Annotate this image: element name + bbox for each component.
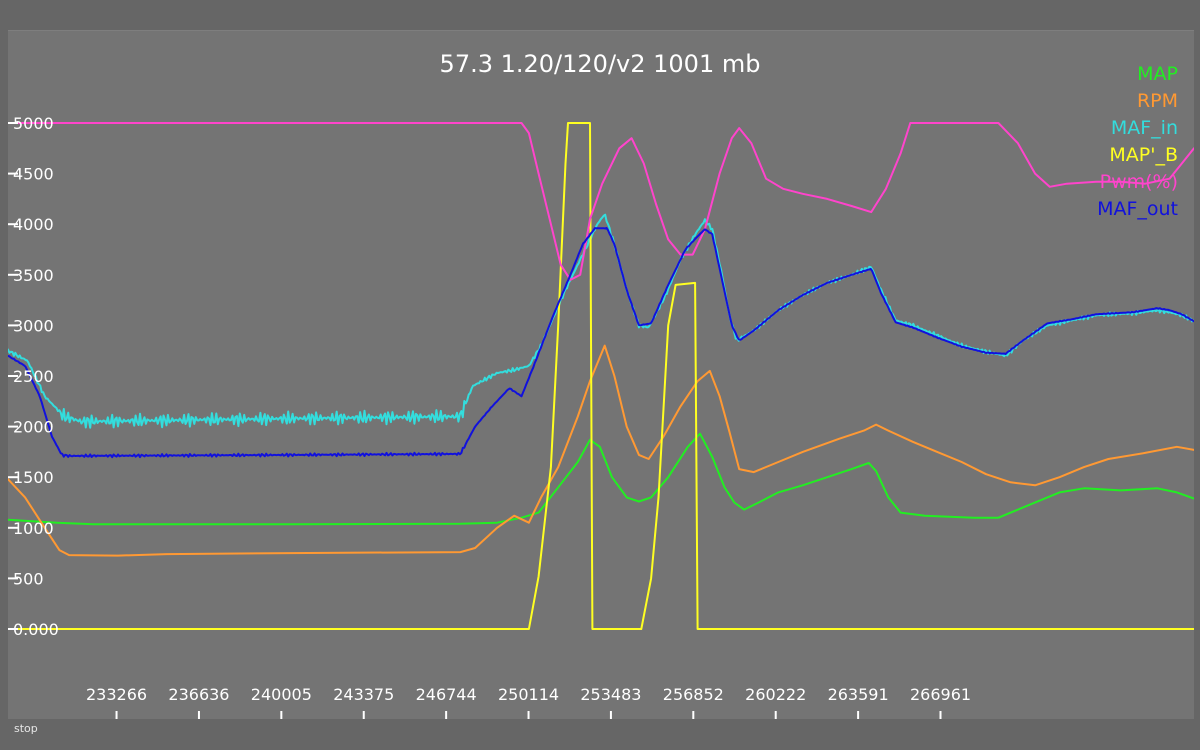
legend-item-maf-in: MAF_in	[1111, 117, 1178, 139]
x-tick-label: 250114	[498, 685, 559, 704]
y-tick-label: 4500	[13, 165, 54, 184]
y-tick-label: 4000	[13, 215, 54, 234]
x-tick-label: 243375	[333, 685, 394, 704]
x-tick-label: 266961	[910, 685, 971, 704]
x-tick-label: 246744	[416, 685, 477, 704]
x-tick-label: 236636	[168, 685, 229, 704]
plot-area: 57.3 1.20/120/v2 1001 mb 0.000 500 1000 150…	[8, 30, 1194, 719]
legend: MAP RPM MAF_in MAP'_B Pwm(%) MAF_out	[1097, 63, 1178, 220]
y-tick-label: 0.000	[13, 620, 59, 639]
y-tick-label: 5000	[13, 114, 54, 133]
x-tick-label: 233266	[86, 685, 147, 704]
chart-title: 57.3 1.20/120/v2 1001 mb	[440, 50, 761, 78]
axis-layer: 0.000 500 1000 1500 2000 2500 3000 3500 4000 4500…	[8, 114, 971, 719]
legend-item-map: MAP	[1137, 63, 1178, 85]
y-tick-label: 500	[13, 569, 44, 588]
y-tick-label: 2000	[13, 418, 54, 437]
x-tick-label: 253483	[580, 685, 641, 704]
y-tick-label: 2500	[13, 367, 54, 386]
legend-item-map-b: MAP'_B	[1109, 144, 1178, 166]
x-tick-label: 260222	[745, 685, 806, 704]
x-tick-label: 240005	[251, 685, 312, 704]
series-line-maf-in	[8, 213, 1194, 429]
series-line-pwm-	[8, 122, 1194, 281]
series-layer	[8, 122, 1194, 630]
legend-item-pwm-: Pwm(%)	[1100, 171, 1178, 193]
series-line-maf-out	[8, 227, 1194, 459]
series-line-map	[8, 432, 1194, 526]
y-tick-label: 3500	[13, 266, 54, 285]
legend-item-maf-out: MAF_out	[1097, 198, 1178, 220]
status-text: stop	[14, 722, 38, 735]
line-chart: 57.3 1.20/120/v2 1001 mb 0.000 500 1000 150…	[8, 50, 1194, 719]
series-line-map-b	[8, 122, 1194, 630]
legend-item-rpm: RPM	[1137, 90, 1178, 112]
x-tick-label: 256852	[663, 685, 724, 704]
y-tick-label: 3000	[13, 316, 54, 335]
x-tick-label: 263591	[828, 685, 889, 704]
y-tick-label: 1500	[13, 468, 54, 487]
y-tick-label: 1000	[13, 519, 54, 538]
series-line-rpm	[8, 344, 1194, 557]
